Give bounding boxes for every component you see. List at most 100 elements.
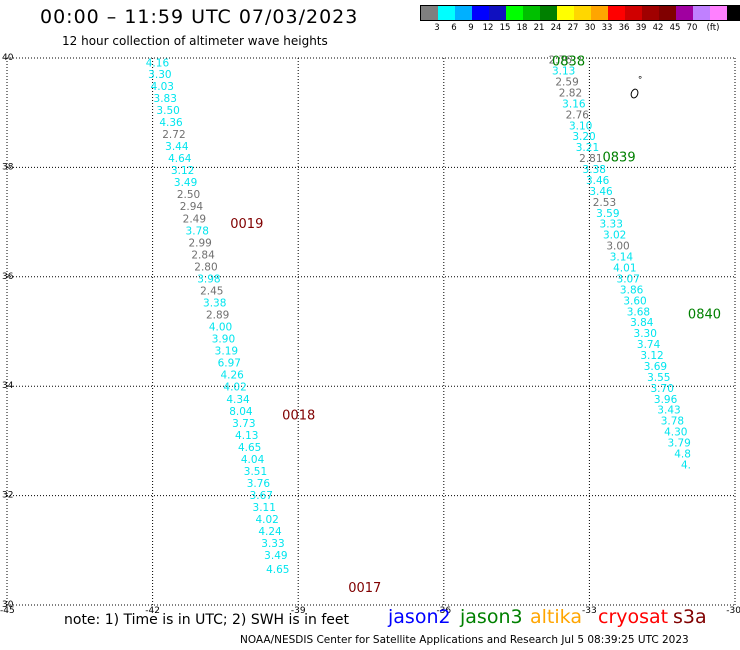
wave-height-value: 4.01 xyxy=(613,263,636,275)
island-marker: ° xyxy=(630,76,642,99)
wave-height-value: 4.24 xyxy=(258,526,282,538)
wave-height-value: 3.14 xyxy=(610,252,634,264)
colorbar-label: 18 xyxy=(516,23,528,33)
colorbar-swatch xyxy=(472,6,489,20)
colorbar-label: 27 xyxy=(567,23,579,33)
wave-height-value: 3.00 xyxy=(606,241,629,253)
wave-height-value: 3.67 xyxy=(250,490,273,502)
wave-height-value: 3.02 xyxy=(603,230,626,242)
colorbar-swatches xyxy=(420,5,740,21)
wave-height-value: 3.21 xyxy=(576,142,599,154)
colorbar-label: 39 xyxy=(635,23,647,33)
satellite-legend-cryosat: cryosat xyxy=(598,606,669,628)
credit-footer: NOAA/NESDIS Center for Satellite Applica… xyxy=(240,634,689,646)
colorbar-label: 36 xyxy=(618,23,630,33)
satellite-legend-jason3: jason3 xyxy=(460,606,523,628)
island-dot: ° xyxy=(638,76,643,86)
map-axis-ticks: -45 -42 -39 -36 -33 -30 40 38 36 34 32 30 xyxy=(0,53,740,616)
wave-height-value: 3.10 xyxy=(569,120,592,132)
wave-height-value: 2.81 xyxy=(579,153,602,165)
wave-height-value: 4.04 xyxy=(241,454,265,466)
satellite-legend-jason2: jason2 xyxy=(388,606,451,628)
colorbar-swatch xyxy=(540,6,557,20)
wave-height-value: 2.72 xyxy=(162,129,185,141)
wave-height-value: 4.03 xyxy=(151,81,174,93)
wave-height-value: 2.45 xyxy=(200,285,223,297)
longitude-tick-label: -45 xyxy=(0,606,15,616)
wave-height-value: 2.59 xyxy=(555,77,578,89)
wave-height-value: 2.49 xyxy=(183,213,206,225)
wave-height-value: 3.98 xyxy=(197,273,220,285)
wave-height-value: 3.20 xyxy=(572,131,595,143)
latitude-tick-label: 32 xyxy=(2,491,13,501)
wave-height-value: 4.30 xyxy=(664,427,687,439)
colorbar-swatch xyxy=(591,6,608,20)
wave-height-value: 3.49 xyxy=(174,177,197,189)
colorbar-swatch xyxy=(710,6,727,20)
colorbar-label: 45 xyxy=(669,23,681,33)
wave-height-value: 2.89 xyxy=(206,310,229,322)
latitude-tick-label: 38 xyxy=(2,162,14,172)
wave-height-value: 4.13 xyxy=(235,430,258,442)
wave-height-value: 3.07 xyxy=(617,273,640,285)
wave-height-value: 3.19 xyxy=(215,346,238,358)
page-subtitle: 12 hour collection of altimeter wave hei… xyxy=(62,34,328,48)
colorbar-swatch xyxy=(506,6,523,20)
colorbar-swatch xyxy=(438,6,455,20)
latitude-tick-label: 40 xyxy=(2,53,14,63)
wave-height-value: 3.51 xyxy=(244,466,267,478)
wave-height-value: 8.04 xyxy=(229,406,253,418)
wave-height-value: 6.97 xyxy=(218,358,241,370)
wave-height-value: 4.36 xyxy=(159,117,183,129)
wave-height-value: 4. xyxy=(681,459,691,471)
colorbar-swatch xyxy=(489,6,506,20)
wave-height-value: 2.84 xyxy=(191,249,215,261)
wave-height-value: 4.34 xyxy=(226,394,250,406)
wave-height-value: 2.94 xyxy=(180,201,204,213)
map-grid xyxy=(6,57,736,606)
wave-height-value: 2.99 xyxy=(188,237,211,249)
wave-height-value: 3.33 xyxy=(261,538,284,550)
satellite-legend-altika: altika xyxy=(530,606,582,628)
wave-height-value: 3.49 xyxy=(264,550,287,562)
wave-height-value: 3.30 xyxy=(634,328,657,340)
wave-height-value: 3.73 xyxy=(232,418,255,430)
wave-height-value: 3.46 xyxy=(586,175,610,187)
longitude-tick-label: -30 xyxy=(726,606,740,616)
wave-height-value: 2.82 xyxy=(559,87,582,99)
wave-height-value: 3.78 xyxy=(661,416,684,428)
wave-height-value: 3.43 xyxy=(657,405,680,417)
colorbar-swatch xyxy=(642,6,659,20)
wave-height-value: 4.02 xyxy=(223,382,246,394)
colorbar-label: 9 xyxy=(468,23,474,33)
wave-height-value: 3.86 xyxy=(620,284,644,296)
wave-height-value: 4.64 xyxy=(168,153,192,165)
pass-time-label: 0839 xyxy=(603,150,636,165)
wave-height-value: 4.00 xyxy=(209,322,232,334)
wave-height-colorbar: 3 6 9 12 15 18 21 24 27 30 33 36 39 42 45 70 (ft) xyxy=(420,5,740,33)
colorbar-swatch xyxy=(557,6,574,20)
wave-height-value: 4.16 xyxy=(146,57,170,69)
longitude-tick-label: -39 xyxy=(291,606,306,616)
wave-height-value: 3.38 xyxy=(583,164,606,176)
wave-height-value: 3.90 xyxy=(212,334,235,346)
wave-height-value: 3.33 xyxy=(600,219,623,231)
colorbar-swatch xyxy=(455,6,472,20)
pass-time-label: 0840 xyxy=(688,307,721,322)
wave-height-value: 3.50 xyxy=(156,105,179,117)
colorbar-swatch xyxy=(659,6,676,20)
longitude-tick-label: -36 xyxy=(436,606,451,616)
wave-height-value: 3.96 xyxy=(654,394,678,406)
wave-height-value: 3.78 xyxy=(186,225,209,237)
wave-height-value: 3.59 xyxy=(596,208,619,220)
colorbar-label: 30 xyxy=(584,23,596,33)
units-note: note: 1) Time is in UTC; 2) SWH is in fe… xyxy=(64,612,350,628)
wave-height-value: 4.26 xyxy=(220,370,244,382)
colorbar-label: (ft) xyxy=(706,23,720,33)
colorbar-label: 33 xyxy=(601,23,613,33)
wave-height-value: 2.76 xyxy=(549,55,573,67)
pass-time-label: 0019 xyxy=(230,217,263,232)
colorbar-swatch xyxy=(693,6,710,20)
